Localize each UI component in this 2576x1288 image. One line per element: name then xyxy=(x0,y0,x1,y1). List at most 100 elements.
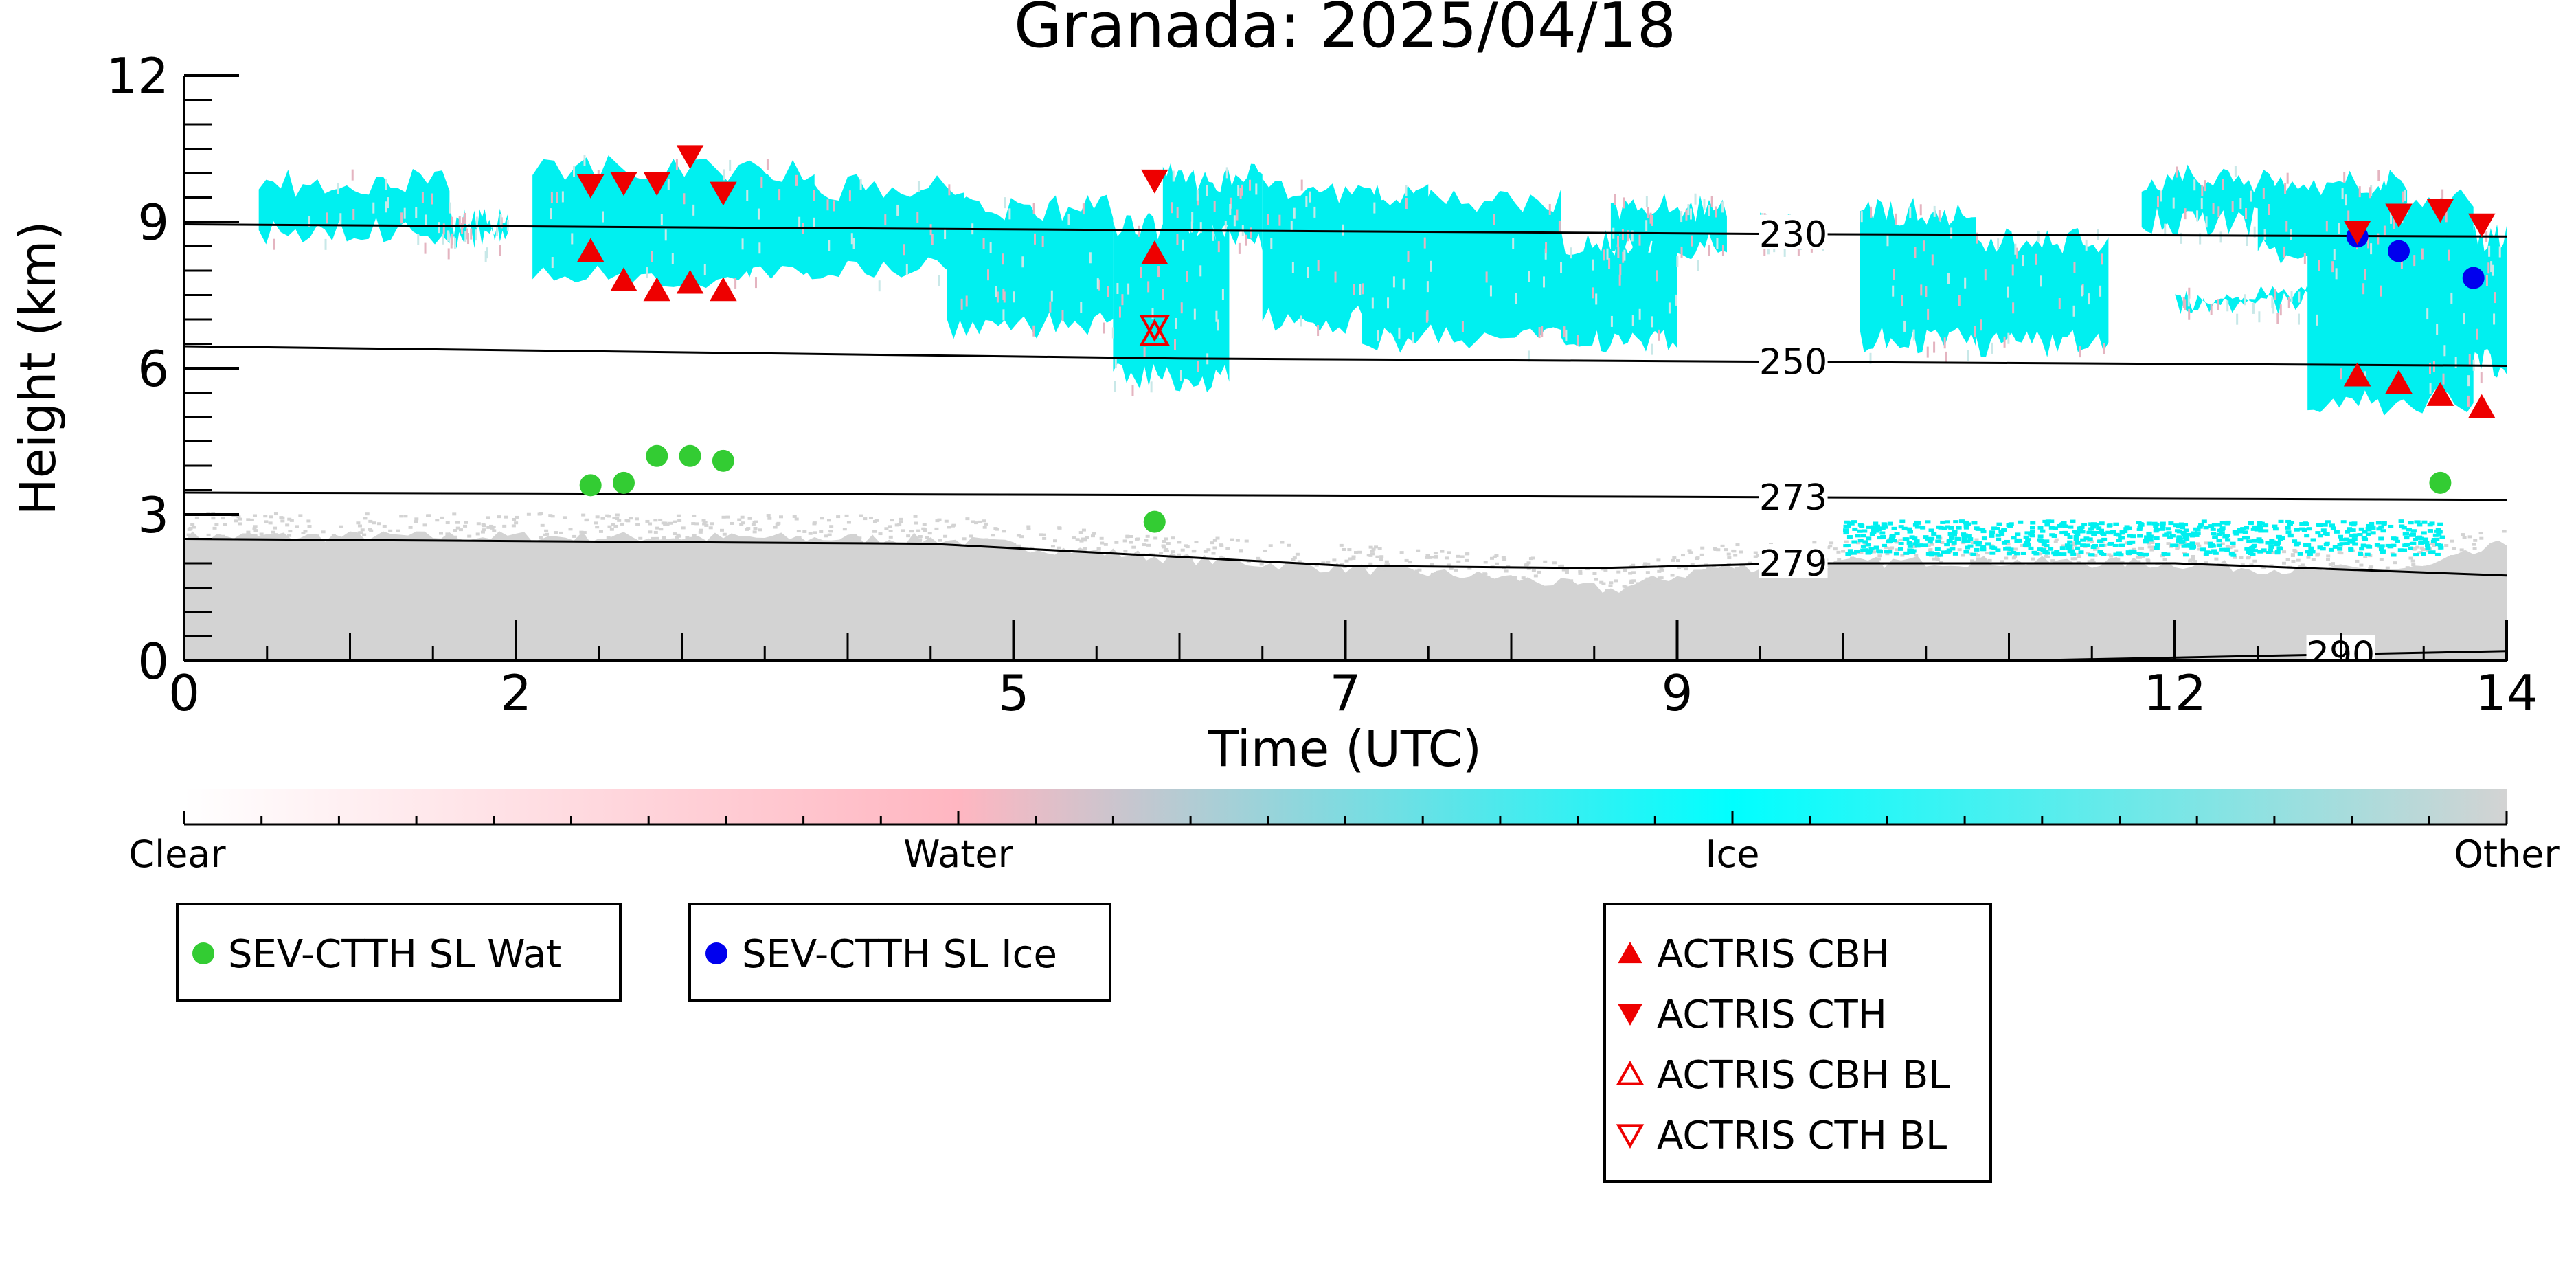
other-speckle xyxy=(307,525,312,528)
other-speckle xyxy=(2077,555,2081,558)
other-speckle xyxy=(363,517,368,520)
isotherm-label-bg xyxy=(1759,477,1828,512)
mixed-speckle xyxy=(466,228,468,240)
other-speckle xyxy=(719,528,724,532)
other-speckle xyxy=(1828,545,1833,548)
data-point xyxy=(2426,199,2454,223)
other-speckle xyxy=(730,521,734,525)
mixed-speckle xyxy=(1763,245,1766,256)
ice-speckle xyxy=(1874,524,1880,528)
other-speckle xyxy=(665,523,670,526)
mixed-speckle xyxy=(1255,183,1258,195)
mixed-speckle xyxy=(1710,196,1713,207)
ice-speckle xyxy=(2113,522,2119,526)
data-point xyxy=(710,277,737,302)
ice-speckle xyxy=(2024,541,2031,545)
ice-speckle xyxy=(2160,524,2166,528)
other-speckle xyxy=(1833,547,1838,551)
other-speckle xyxy=(2140,555,2145,558)
mixed-speckle xyxy=(1377,330,1379,342)
ice-cloud-region xyxy=(441,207,508,249)
ice-speckle xyxy=(2008,547,2014,552)
ice-speckle xyxy=(2391,553,2397,557)
data-point xyxy=(1141,240,1168,264)
other-speckle xyxy=(427,514,431,517)
mixed-speckle xyxy=(425,214,427,226)
other-speckle xyxy=(1616,570,1621,574)
other-speckle xyxy=(1206,548,1211,552)
other-speckle xyxy=(2044,554,2048,558)
other-speckle xyxy=(1339,543,1344,547)
ice-speckle xyxy=(2161,552,2167,556)
other-speckle xyxy=(751,523,756,526)
mixed-speckle xyxy=(2318,260,2320,271)
ice-speckle xyxy=(2048,519,2055,523)
ice-speckle xyxy=(2252,549,2259,553)
mixed-speckle xyxy=(1708,205,1710,216)
ice-speckle xyxy=(2398,519,2404,523)
ice-speckle xyxy=(2317,534,2323,538)
ice-speckle xyxy=(1891,526,1897,530)
other-speckle xyxy=(1884,546,1889,550)
other-speckle xyxy=(624,519,629,522)
ice-speckle xyxy=(1945,550,1951,554)
ice-speckle xyxy=(2431,537,2437,541)
mixed-speckle xyxy=(2436,323,2439,335)
mixed-speckle xyxy=(2182,297,2185,308)
series-actris-cbh xyxy=(576,238,2496,418)
ice-speckle xyxy=(2285,519,2292,523)
other-speckle xyxy=(1636,582,1641,585)
ice-speckle xyxy=(2197,525,2203,529)
mixed-speckle xyxy=(2369,187,2371,199)
legend-label: ACTRIS CTH BL xyxy=(1657,1114,1947,1158)
ice-speckle xyxy=(1862,529,1868,533)
other-speckle xyxy=(1191,550,1196,553)
other-speckle xyxy=(1564,569,1569,572)
other-speckle xyxy=(1629,579,1634,583)
other-speckle xyxy=(1161,544,1166,547)
other-speckle xyxy=(416,535,421,539)
other-speckle xyxy=(382,524,387,528)
ice-speckle xyxy=(1944,525,1950,529)
other-speckle xyxy=(486,526,491,529)
other-speckle xyxy=(2004,556,2009,560)
ice-speckle xyxy=(2315,531,2321,535)
mixed-speckle xyxy=(2325,221,2328,232)
other-speckle xyxy=(1280,541,1285,544)
other-speckle xyxy=(1895,548,1899,552)
ice-speckle xyxy=(1857,539,1864,543)
ice-speckle xyxy=(2369,521,2375,526)
ice-speckle xyxy=(2276,534,2282,539)
ice-speckle xyxy=(2350,540,2356,544)
other-speckle xyxy=(943,534,948,538)
mixed-speckle xyxy=(2164,223,2167,235)
mixed-speckle xyxy=(1512,238,1515,249)
ice-speckle xyxy=(2378,547,2384,552)
other-speckle xyxy=(758,528,762,532)
other-speckle xyxy=(1671,558,1675,562)
ice-speckle xyxy=(2087,537,2093,541)
other-speckle xyxy=(2323,570,2327,574)
other-speckle xyxy=(455,526,460,530)
isotherm-line xyxy=(184,345,2507,367)
other-speckle xyxy=(2140,547,2145,550)
ice-speckle xyxy=(1865,543,1871,547)
other-speckle xyxy=(1695,556,1700,560)
ice-speckle xyxy=(2086,530,2092,534)
ice-speckle xyxy=(2166,531,2172,535)
ice-speckle xyxy=(2210,544,2216,548)
ice-speckle xyxy=(2154,546,2160,550)
ice-speckle xyxy=(2351,537,2358,541)
other-speckle xyxy=(1482,572,1487,576)
ice-speckle xyxy=(2216,523,2222,527)
mixed-speckle xyxy=(1197,361,1199,372)
ice-speckle xyxy=(2332,545,2338,549)
other-speckle xyxy=(1647,581,1651,585)
ice-speckle xyxy=(1907,544,1913,548)
other-speckle xyxy=(1123,550,1128,553)
mixed-speckle xyxy=(2184,299,2187,310)
ice-speckle xyxy=(1967,544,1974,548)
other-speckle xyxy=(369,529,374,532)
ice-speckle xyxy=(1975,543,1981,547)
other-speckle xyxy=(648,522,653,526)
